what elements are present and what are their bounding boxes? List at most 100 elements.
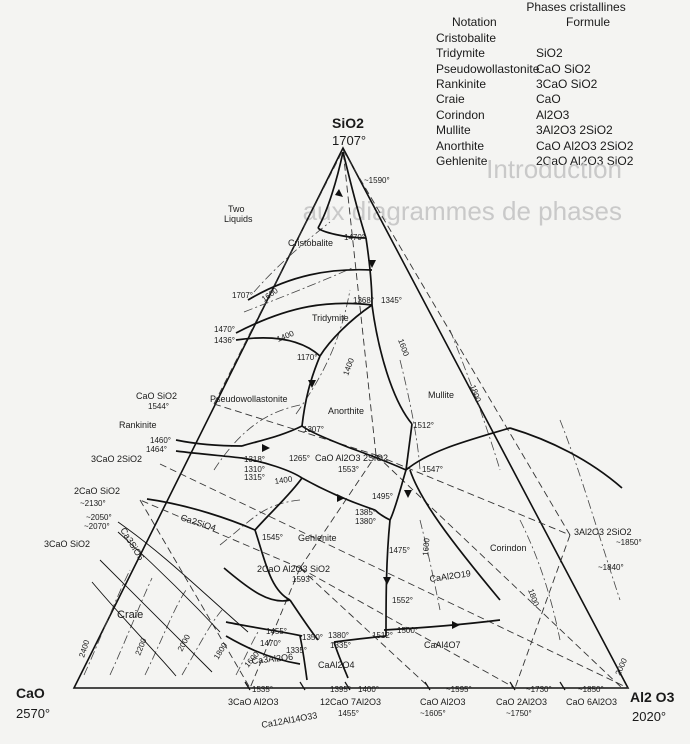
temp-label: 1400°: [358, 685, 379, 694]
legend-notation: Cristobalite: [436, 30, 497, 45]
legend-row: Cristobalite: [436, 31, 686, 46]
temp-label: ~1840°: [598, 563, 624, 572]
compound-cao-6al2o3: CaO 6Al2O3: [566, 697, 617, 707]
legend-rows: Cristobalite Tridymite SiO2 Pseudowollaston…: [436, 31, 686, 170]
temp-label: 1547°: [422, 465, 443, 474]
temp-label: 1535°: [252, 685, 273, 694]
legend-notation: Craie: [436, 92, 465, 107]
compound-mullite: 3Al2O3 2SiO2: [574, 527, 632, 537]
temp-label: ~2050°: [86, 513, 112, 522]
field-two-liquids-2: Liquids: [224, 214, 253, 224]
temp-label: ~1850°: [578, 685, 604, 694]
field-boundaries: [146, 151, 623, 681]
legend-formula: 3Al2O3 2SiO2: [536, 123, 613, 138]
field-mullite: Mullite: [428, 390, 454, 400]
field-corindon: Corindon: [490, 543, 527, 553]
compound-cao-sio2: CaO SiO2: [136, 391, 177, 401]
temp-label: 1512°: [413, 421, 434, 430]
temp-label: 1385°: [355, 508, 376, 517]
temp-label: ~1605°: [420, 709, 446, 718]
legend-notation: Mullite: [436, 123, 471, 138]
field-caal2o4: CaAl2O4: [318, 660, 355, 670]
compound-cao-al2o3: CaO Al2O3: [420, 697, 466, 707]
temp-label: 1400: [274, 475, 293, 486]
compound-3cao-al2o3: 3CaO Al2O3: [228, 697, 279, 707]
field-rankinite: Rankinite: [119, 420, 157, 430]
field-caal4o7: CaAl4O7: [424, 640, 461, 650]
temp-label: 1380°: [328, 631, 349, 640]
temperature-labels: ~1590° 1470° 1707° 1600 1470° 1436° 1368…: [77, 176, 641, 718]
temp-label: ~1590°: [364, 176, 390, 185]
temp-label: 1395°: [330, 685, 351, 694]
temp-label: 1800: [212, 641, 229, 661]
temp-label: 1470°: [260, 639, 281, 648]
temp-label: 1380°: [355, 517, 376, 526]
legend-notation: Corindon: [436, 107, 485, 122]
temp-label: 1800: [468, 384, 483, 404]
temp-label: 1345°: [381, 296, 402, 305]
vertex-cao: CaO: [16, 685, 45, 701]
temp-label: 1315°: [244, 473, 265, 482]
field-ca3sio5: Ca3SiO5: [118, 526, 146, 562]
temp-label: ~2130°: [80, 499, 106, 508]
ghost-title-1: Introduction: [486, 154, 622, 184]
vertex-sio2: SiO2: [332, 115, 364, 131]
temp-label: 1600: [260, 286, 280, 304]
temp-label: 1495°: [372, 492, 393, 501]
vertex-al2o3-temp: 2020°: [632, 709, 666, 724]
subsidiary-lines: [91, 521, 249, 677]
temp-label: ~1850°: [616, 538, 642, 547]
legend-row: Rankinite 3CaO SiO2: [436, 77, 686, 92]
base-ticks: [244, 681, 566, 691]
temp-label: 1475°: [389, 546, 410, 555]
temp-label: 1800: [526, 588, 541, 608]
temp-label: 1350°: [302, 633, 323, 642]
legend-row: Pseudowollastonite CaO SiO2: [436, 62, 686, 77]
temp-label: 1593°: [292, 575, 313, 584]
compound-12cao-7al2o3: 12CaO 7Al2O3: [320, 697, 381, 707]
legend-formula: CaO: [536, 92, 561, 107]
legend-notation: Tridymite: [436, 46, 485, 61]
vertex-al2o3: Al2 O3: [630, 689, 675, 705]
legend-formula: 3CaO SiO2: [536, 77, 598, 92]
legend-row: Anorthite CaO Al2O3 2SiO2: [436, 139, 686, 154]
temp-label: 1544°: [148, 402, 169, 411]
temp-label: 1460°: [150, 436, 171, 445]
field-anorthite: Anorthite: [328, 406, 364, 416]
temp-label: 1500°: [397, 626, 418, 635]
temp-label: 1335°: [286, 646, 307, 655]
field-gehlenite: Gehlenite: [298, 533, 337, 543]
temp-label: ~1730°: [526, 685, 552, 694]
compound-3cao-sio2: 3CaO SiO2: [44, 539, 90, 549]
temp-label: 1310°: [244, 465, 265, 474]
compound-2cao-sio2: 2CaO SiO2: [74, 486, 120, 496]
temp-label: 1553°: [338, 465, 359, 474]
legend-row: Tridymite SiO2: [436, 46, 686, 61]
legend-col-notation: Notation: [452, 15, 497, 30]
legend-formula: SiO2: [536, 46, 563, 61]
vertex-cao-temp: 2570°: [16, 706, 50, 721]
legend-notation: Gehlenite: [436, 154, 488, 169]
temp-label: 2000: [614, 656, 630, 676]
temp-label: 1552°: [392, 596, 413, 605]
field-two-liquids-1: Two: [228, 204, 245, 214]
temp-label: 1600: [396, 338, 411, 358]
legend-row: Corindon Al2O3: [436, 108, 686, 123]
legend-formula: 2CaO Al2O3 SiO2: [536, 154, 634, 169]
field-cristobalite: Cristobalite: [288, 238, 333, 248]
legend-formula: CaO SiO2: [536, 61, 591, 76]
temp-label: 1464°: [146, 445, 167, 454]
temp-label: ~1595°: [446, 685, 472, 694]
temp-label: 1470°: [214, 325, 235, 334]
legend-formula: CaO Al2O3 2SiO2: [536, 138, 634, 153]
field-tridymite: Tridymite: [312, 313, 349, 323]
field-ca2sio4: Ca2SiO4: [179, 512, 217, 533]
legend-row: Craie CaO: [436, 92, 686, 107]
field-caal2o19: CaAl2O19: [429, 568, 472, 584]
compound-3cao-2sio2: 3CaO 2SiO2: [91, 454, 142, 464]
legend-notation: Pseudowollastonite: [436, 61, 540, 76]
temp-label: 1470°: [344, 233, 365, 242]
compound-anorthite: CaO Al2O3 2SiO2: [315, 453, 388, 463]
temp-label: ~1750°: [506, 709, 532, 718]
